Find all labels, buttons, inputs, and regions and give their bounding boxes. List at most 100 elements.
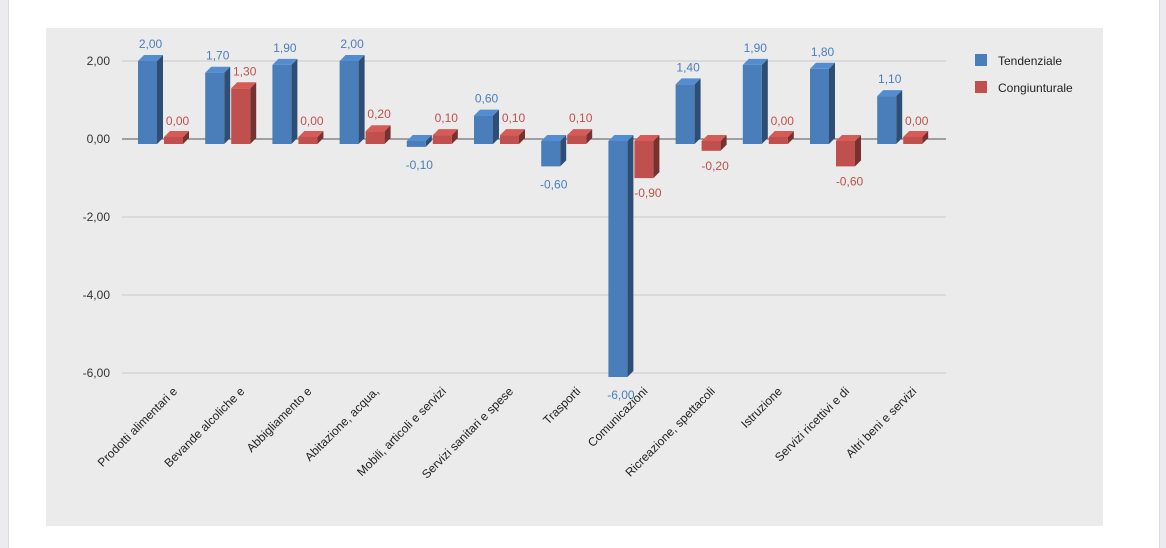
bar-side: [451, 129, 458, 144]
tendenziale-bar: [272, 58, 298, 144]
bars: [138, 55, 929, 377]
tendenziale-data-label: -6,00: [607, 388, 635, 402]
tendenziale-bar: [541, 135, 567, 167]
tendenziale-bar: [675, 78, 701, 144]
bar-front: [164, 137, 183, 144]
bar-side: [586, 129, 593, 144]
congiunturale-bar: [365, 125, 391, 144]
bar-side: [183, 131, 189, 144]
tendenziale-data-label: 1,90: [273, 41, 297, 55]
bar-front: [298, 137, 318, 144]
bar-top: [541, 135, 567, 141]
bar-front: [474, 115, 493, 144]
congiunturale-bar: [298, 131, 324, 144]
bar-front: [272, 64, 292, 144]
bar-side: [250, 82, 257, 144]
legend-swatch-tendenziale: [975, 54, 987, 66]
bar-front: [877, 96, 897, 144]
bar-top: [339, 55, 365, 61]
bar-top: [742, 58, 768, 65]
congiunturale-data-label: 0,10: [569, 111, 593, 125]
bar-top: [903, 131, 929, 137]
congiunturale-bar: [432, 129, 458, 144]
bar-front: [339, 61, 359, 144]
bar-side: [224, 66, 231, 144]
bar-front: [365, 131, 385, 144]
tendenziale-data-label: -0,10: [406, 158, 434, 172]
bar-front: [541, 141, 561, 167]
bar-front: [205, 72, 225, 144]
y-tick-label: 2,00: [87, 54, 111, 68]
bar-side: [720, 135, 727, 151]
bar-side: [493, 109, 499, 144]
tendenziale-data-label: -0,60: [540, 177, 568, 191]
bar-front: [231, 88, 251, 144]
congiunturale-data-label: -0,20: [701, 159, 729, 173]
bar-top: [567, 129, 593, 136]
tendenziale-data-label: 1,80: [811, 45, 835, 59]
tendenziale-bar: [474, 109, 499, 144]
tendenziale-bar: [608, 135, 634, 377]
category-label: Trasporti: [540, 384, 583, 427]
congiunturale-bar: [768, 131, 794, 144]
y-tick-label: -4,00: [83, 288, 111, 302]
legend-label-congiunturale: Congiunturale: [998, 81, 1073, 95]
bar-side: [291, 58, 298, 144]
congiunturale-data-label: 0,00: [905, 114, 929, 128]
bar-front: [432, 135, 452, 144]
bar-side: [425, 135, 432, 147]
bar-top: [205, 66, 231, 73]
category-label: Abbigliamento e: [244, 384, 315, 455]
bar-side: [519, 129, 525, 144]
bar-top: [474, 109, 499, 116]
tendenziale-bar: [339, 55, 365, 144]
category-label: Servizi ricettivi e di: [772, 384, 852, 464]
bar-top: [231, 82, 257, 89]
tendenziale-data-label: 0,60: [475, 92, 499, 106]
tendenziale-bar: [877, 90, 903, 144]
bar-front: [675, 84, 695, 144]
congiunturale-data-label: -0,60: [836, 174, 864, 188]
congiunturale-bar: [164, 131, 189, 144]
bar-top: [877, 90, 903, 97]
congiunturale-data-label: 1,30: [233, 64, 257, 78]
congiunturale-data-label: 0,00: [300, 114, 324, 128]
bar-front: [138, 61, 157, 144]
bar-side: [358, 55, 365, 144]
bar-side: [761, 58, 768, 144]
bar-front: [701, 141, 721, 151]
y-tick-label: -2,00: [83, 210, 111, 224]
bar-front: [768, 137, 788, 144]
tendenziale-bar: [742, 58, 768, 144]
bar-front: [903, 137, 923, 144]
category-label: Abitazione, acqua,: [302, 384, 382, 464]
gridlines: [122, 60, 946, 374]
tendenziale-data-label: 1,70: [206, 49, 230, 63]
tendenziale-bar: [406, 135, 432, 147]
bar-top: [138, 55, 163, 61]
congiunturale-data-label: 0,00: [166, 114, 190, 128]
tendenziale-bar: [205, 66, 231, 144]
bar-front: [500, 135, 519, 144]
bar-top: [675, 78, 701, 85]
y-tick-label: 0,00: [87, 132, 111, 146]
bar-side: [157, 55, 163, 144]
bar-top: [608, 135, 634, 141]
bar-front: [810, 68, 829, 144]
congiunturale-data-label: -0,90: [634, 186, 662, 200]
bar-top: [406, 135, 432, 141]
tendenziale-data-label: 2,00: [139, 37, 163, 51]
congiunturale-data-label: 0,10: [502, 111, 526, 125]
bar-front: [567, 135, 587, 144]
bar-top: [768, 131, 794, 137]
bar-front: [406, 141, 426, 147]
congiunturale-bar: [634, 135, 660, 179]
bar-side: [694, 78, 701, 144]
tendenziale-data-label: 1,10: [878, 72, 902, 86]
tendenziale-data-label: 1,40: [676, 60, 700, 74]
bar-front: [836, 141, 855, 167]
congiunturale-data-label: 0,20: [367, 107, 391, 121]
tendenziale-bar: [810, 62, 835, 144]
